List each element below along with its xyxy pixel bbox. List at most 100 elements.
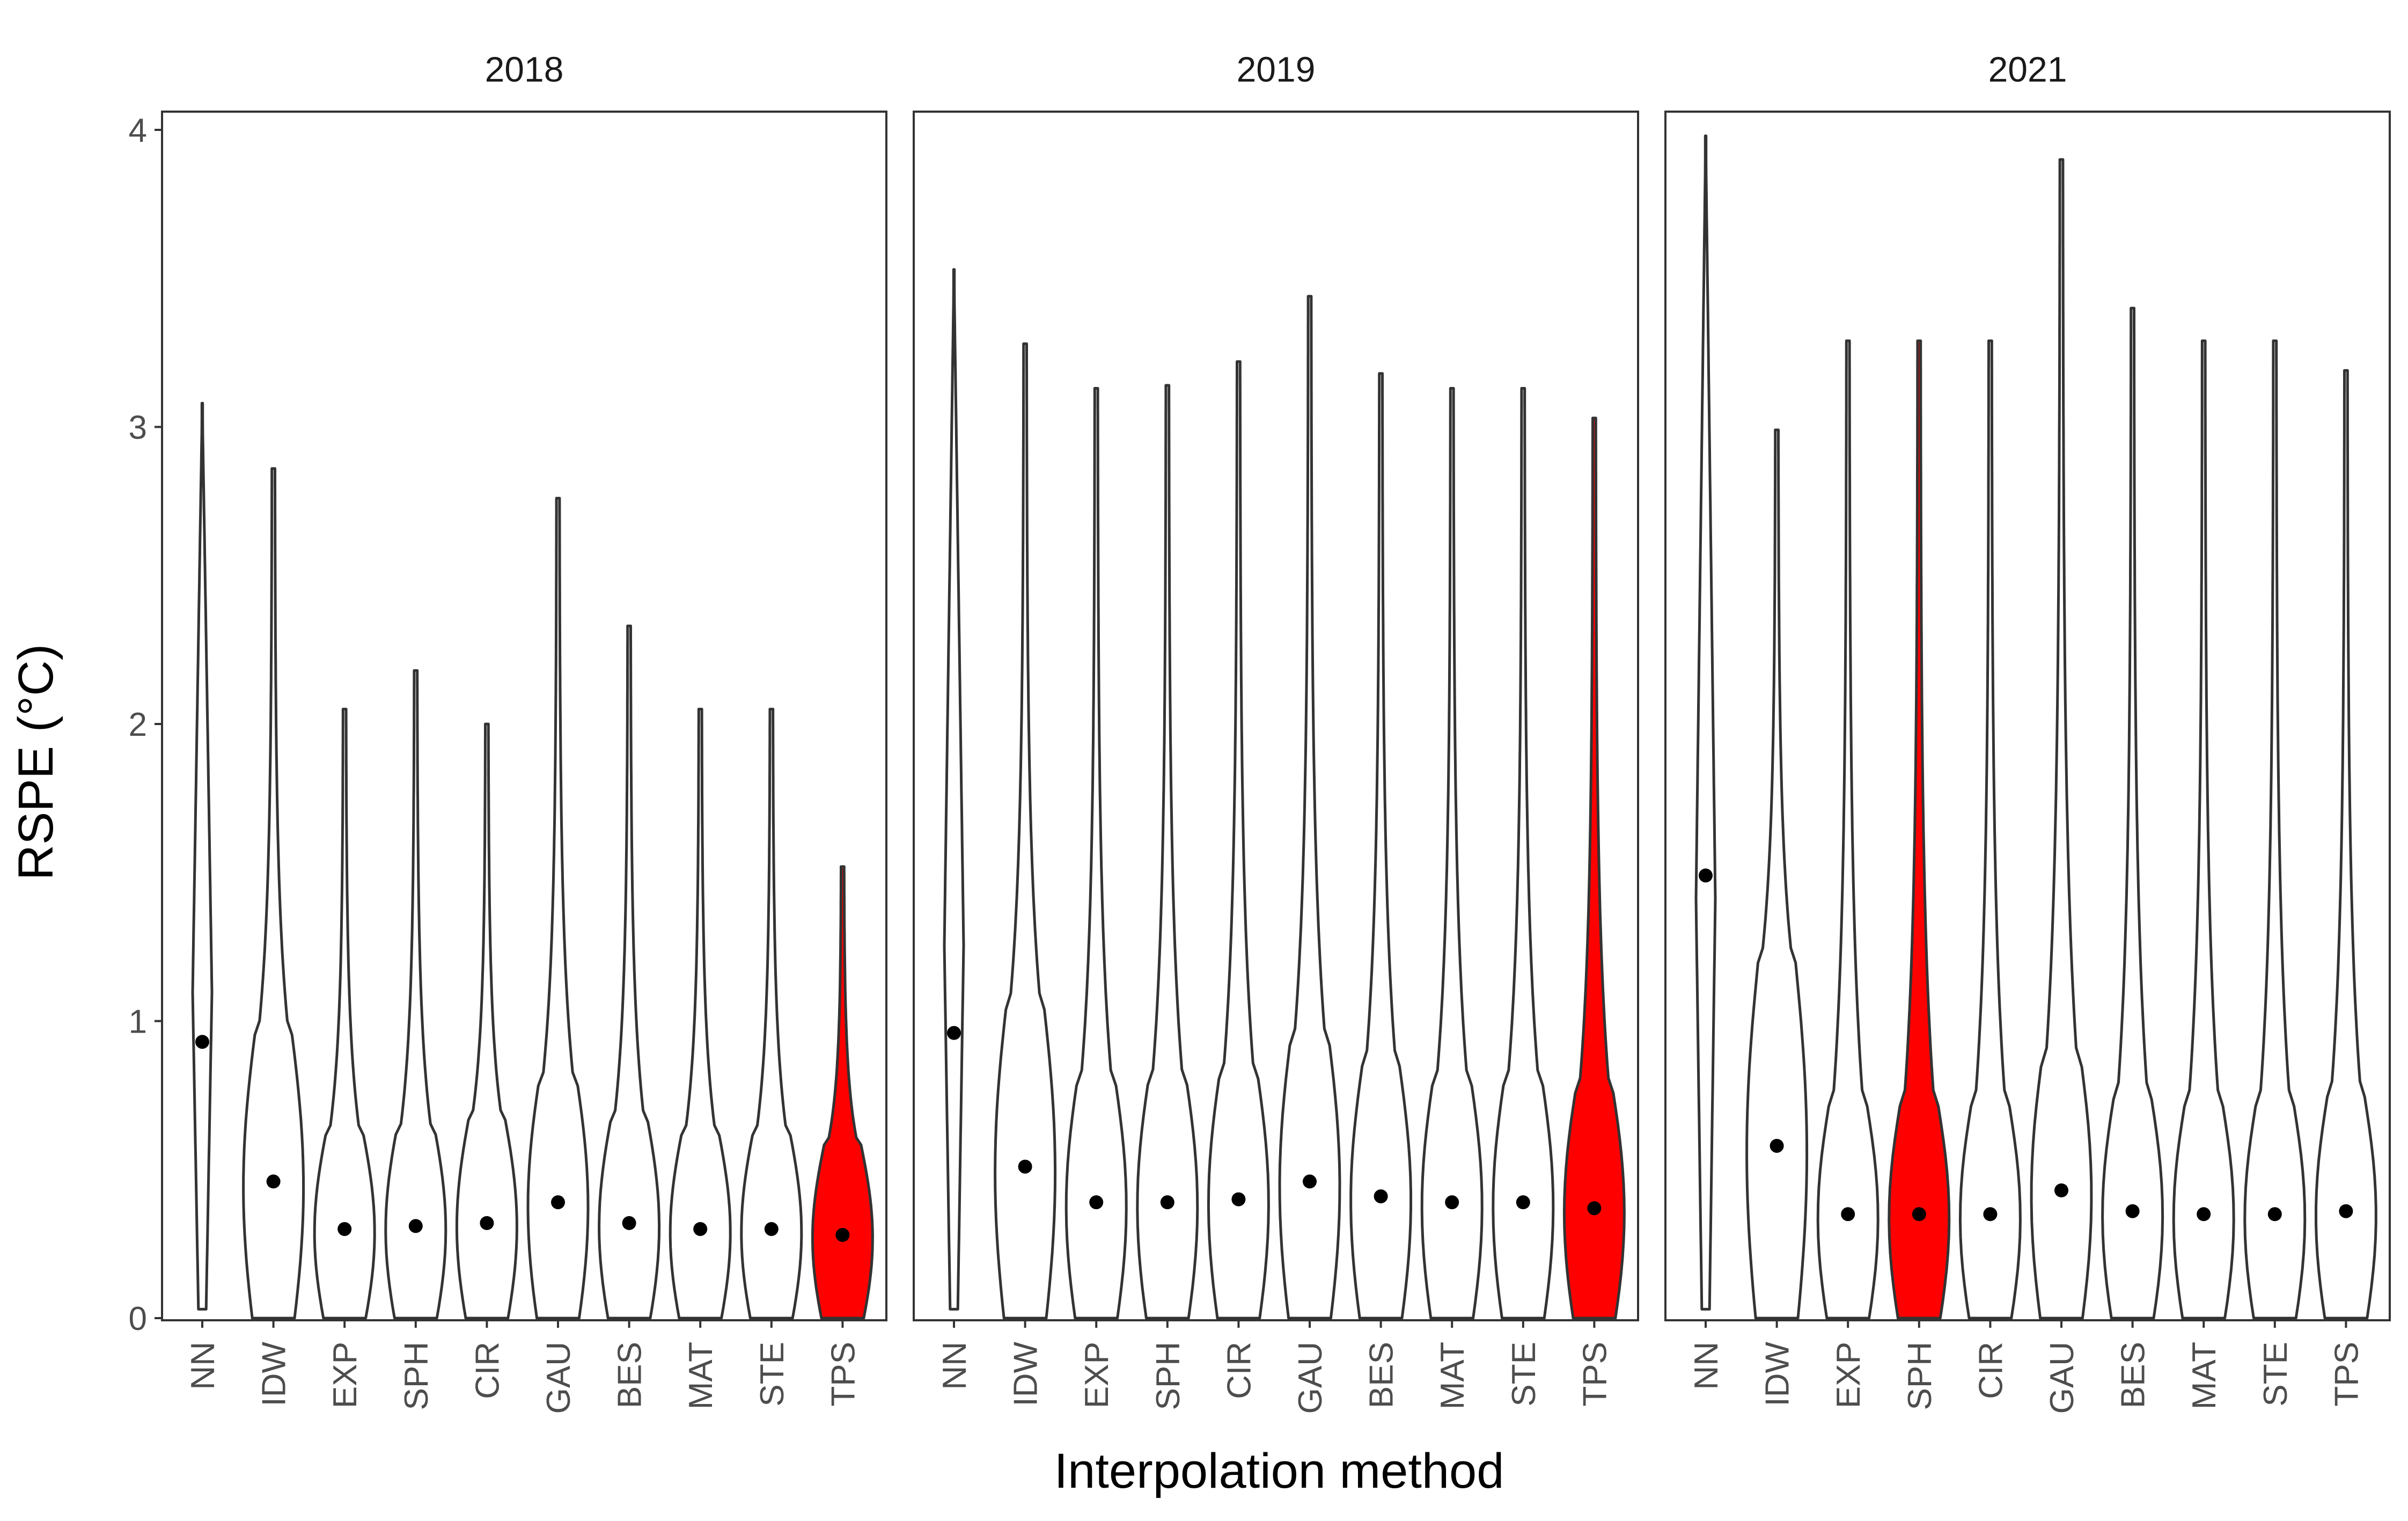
violin-SPH [384,669,447,1320]
y-axis-title: RSPE (°C) [9,644,63,881]
mean-point-NN [195,1035,209,1049]
x-axis-title: Interpolation method [1054,1444,1504,1498]
panel-strip-title: 2019 [1237,49,1316,89]
y-tick-label: 0 [129,1300,147,1337]
panel-strip-title: 2021 [1988,49,2067,89]
mean-point-MAT [693,1222,708,1236]
x-tick-label-IDW: IDW [1759,1342,1796,1407]
mean-point-STE [764,1222,779,1236]
mean-point-SPH [1160,1195,1174,1210]
x-tick-label-CIR: CIR [469,1342,506,1399]
violin-BES [2101,306,2164,1320]
panel-strip-title: 2018 [485,49,564,89]
violin-EXP [1064,387,1128,1320]
violin-GAU [2030,158,2093,1320]
mean-point-EXP [1089,1195,1104,1210]
x-tick-label-TPS: TPS [825,1342,862,1407]
violin-MAT [2172,339,2235,1320]
x-tick-label-GAU: GAU [1292,1342,1329,1414]
mean-point-TPS [835,1228,850,1242]
mean-point-CIR [1231,1192,1246,1206]
violin-SPH-highlighted [1888,339,1951,1320]
mean-point-EXP [337,1222,352,1236]
violin-STE [740,707,803,1320]
x-tick-label-IDW: IDW [1008,1342,1045,1407]
y-tick-label: 1 [129,1004,147,1041]
facet-panels: 2018 NN IDW EXP SPH CIR GAU BES MAT STE TPS 2019 NN I… [161,49,2391,1414]
panel-2019: 2019 NN IDW EXP SPH CIR GAU BES MAT STE TPS [913,49,1639,1414]
mean-point-SPH [1912,1207,1926,1222]
y-tick-label: 3 [129,410,147,447]
violin-GAU [1278,295,1341,1320]
mean-point-CIR [1983,1207,1998,1222]
mean-point-STE [1516,1195,1530,1210]
x-tick-label-IDW: IDW [256,1342,293,1407]
x-tick-label-SPH: SPH [1150,1342,1187,1410]
mean-point-MAT [1445,1195,1459,1210]
mean-point-GAU [551,1195,565,1210]
mean-point-SPH [408,1219,423,1233]
violin-MAT [1420,387,1484,1320]
violin-CIR [1207,360,1270,1320]
panel-border [161,111,887,1321]
violin-TPS [2315,369,2377,1320]
mean-point-GAU [1303,1174,1317,1189]
violin-NN [1694,134,1717,1311]
violin-IDW [1745,428,1809,1320]
x-tick-label-TPS: TPS [2328,1342,2365,1407]
y-axis: 0 1 2 3 4 [129,112,162,1337]
x-tick-label-CIR: CIR [1972,1342,2009,1399]
mean-point-CIR [480,1216,494,1230]
violin-STE [1492,387,1555,1320]
panel-2021: 2021 NN IDW EXP SPH CIR GAU BES MAT STE TPS [1664,49,2391,1414]
x-tick-label-GAU: GAU [2044,1342,2081,1414]
x-tick-label-BES: BES [1363,1342,1400,1408]
mean-point-BES [622,1216,636,1230]
violin-IDW [242,467,305,1320]
violin-SPH [1136,384,1199,1320]
x-tick-label-GAU: GAU [540,1342,577,1414]
x-tick-label-SPH: SPH [398,1342,435,1410]
panel-border [913,111,1639,1321]
x-tick-label-MAT: MAT [2186,1342,2223,1409]
violin-EXP [313,707,376,1320]
x-tick-label-STE: STE [2257,1342,2294,1407]
x-tick-label-MAT: MAT [1434,1342,1471,1409]
mean-point-MAT [2197,1207,2211,1222]
x-tick-label-STE: STE [754,1342,791,1407]
violin-BES [1349,372,1412,1320]
mean-point-TPS [2339,1204,2353,1218]
mean-point-EXP [1841,1207,1855,1222]
x-tick-label-SPH: SPH [1902,1342,1939,1410]
x-tick-label-MAT: MAT [682,1342,720,1409]
violin-NN [191,401,214,1311]
violin-BES [598,624,661,1320]
violin-IDW [994,342,1057,1320]
x-tick-label-EXP: EXP [1078,1342,1115,1408]
x-tick-label-CIR: CIR [1221,1342,1258,1399]
x-tick-label-BES: BES [612,1342,649,1408]
mean-point-NN [1699,868,1713,883]
violin-NN [943,268,965,1311]
mean-point-IDW [1770,1138,1784,1153]
mean-point-STE [2267,1207,2282,1222]
violin-CIR [1958,339,2022,1320]
mean-point-BES [1374,1189,1388,1204]
mean-point-NN [947,1026,961,1040]
x-tick-label-EXP: EXP [1830,1342,1867,1408]
x-tick-label-EXP: EXP [327,1342,364,1408]
violin-TPS-highlighted [811,865,874,1320]
mean-point-IDW [1018,1159,1032,1174]
violin-TPS-highlighted [1562,416,1626,1320]
x-tick-label-NN: NN [185,1342,222,1390]
violin-GAU [526,496,590,1320]
x-tick-label-NN: NN [1688,1342,1725,1390]
violin-STE [2243,339,2307,1320]
x-tick-label-TPS: TPS [1576,1342,1613,1407]
panel-2018: 2018 NN IDW EXP SPH CIR GAU BES MAT STE TPS [161,49,887,1414]
y-tick-label: 4 [129,112,147,149]
mean-point-IDW [266,1174,281,1189]
violin-CIR [455,722,518,1320]
violin-EXP [1816,339,1880,1320]
